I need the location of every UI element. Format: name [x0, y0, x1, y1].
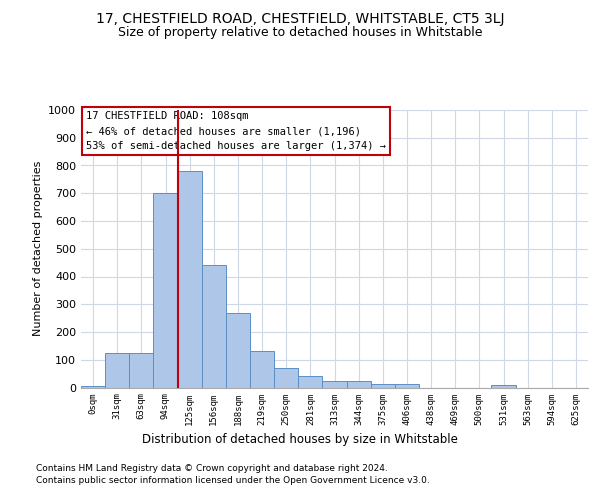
Text: Size of property relative to detached houses in Whitstable: Size of property relative to detached ho… [118, 26, 482, 39]
Bar [129, 353, 154, 388]
Bar [105, 353, 129, 388]
Bar [395, 384, 419, 388]
Text: Distribution of detached houses by size in Whitstable: Distribution of detached houses by size … [142, 432, 458, 446]
Text: 17 CHESTFIELD ROAD: 108sqm
← 46% of detached houses are smaller (1,196)
53% of s: 17 CHESTFIELD ROAD: 108sqm ← 46% of deta… [86, 112, 386, 151]
Bar [491, 386, 515, 388]
Bar [250, 351, 274, 388]
Bar [298, 376, 322, 388]
Bar [347, 380, 371, 388]
Text: Contains public sector information licensed under the Open Government Licence v3: Contains public sector information licen… [36, 476, 430, 485]
Text: Contains HM Land Registry data © Crown copyright and database right 2024.: Contains HM Land Registry data © Crown c… [36, 464, 388, 473]
Bar [322, 380, 347, 388]
Y-axis label: Number of detached properties: Number of detached properties [32, 161, 43, 336]
Bar [178, 171, 202, 388]
Bar [274, 368, 298, 388]
Bar [202, 266, 226, 388]
Text: 17, CHESTFIELD ROAD, CHESTFIELD, WHITSTABLE, CT5 3LJ: 17, CHESTFIELD ROAD, CHESTFIELD, WHITSTA… [96, 12, 504, 26]
Bar [81, 386, 105, 388]
Bar [154, 193, 178, 388]
Bar [226, 312, 250, 388]
Bar [371, 384, 395, 388]
